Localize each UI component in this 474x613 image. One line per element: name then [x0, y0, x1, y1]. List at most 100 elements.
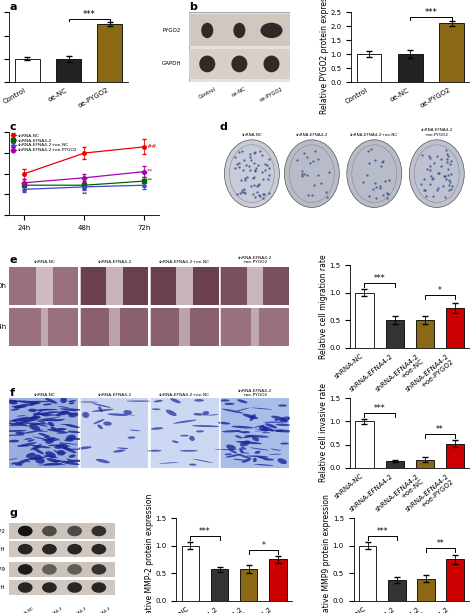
Ellipse shape [45, 464, 65, 465]
Ellipse shape [255, 451, 261, 454]
Text: c: c [9, 123, 16, 132]
Ellipse shape [54, 446, 62, 449]
Ellipse shape [166, 409, 177, 416]
Ellipse shape [237, 454, 252, 459]
Ellipse shape [207, 414, 219, 416]
Text: shRNA-EFNA4-2+oe-NC: shRNA-EFNA4-2+oe-NC [159, 394, 210, 397]
Text: GAPDH: GAPDH [162, 61, 181, 66]
Bar [150, 308, 219, 346]
Text: shRNA-EFNA4-2: shRNA-EFNA4-2 [35, 606, 64, 613]
Ellipse shape [44, 455, 58, 458]
Text: MMP9: MMP9 [0, 567, 5, 572]
Ellipse shape [44, 436, 50, 438]
Ellipse shape [91, 582, 106, 593]
Ellipse shape [189, 463, 197, 466]
Ellipse shape [28, 409, 36, 412]
Bar [56, 59, 81, 82]
Ellipse shape [64, 439, 73, 441]
Ellipse shape [67, 582, 82, 593]
Ellipse shape [18, 442, 36, 447]
Text: MMP2: MMP2 [0, 528, 5, 533]
Ellipse shape [66, 449, 80, 450]
Ellipse shape [218, 422, 230, 424]
Ellipse shape [56, 444, 70, 450]
Ellipse shape [69, 454, 76, 458]
Ellipse shape [41, 414, 49, 416]
Text: shRNA-EFNA4-2: shRNA-EFNA4-2 [98, 394, 132, 397]
Ellipse shape [15, 432, 25, 435]
Ellipse shape [30, 444, 42, 450]
Ellipse shape [48, 422, 54, 427]
Ellipse shape [281, 418, 288, 422]
Ellipse shape [91, 409, 114, 412]
Y-axis label: Relative PYGO2 protein expression: Relative PYGO2 protein expression [320, 0, 329, 113]
Bar [385, 320, 404, 348]
Ellipse shape [9, 421, 30, 425]
Ellipse shape [29, 401, 36, 406]
Bar [80, 267, 148, 305]
Ellipse shape [57, 452, 66, 454]
Bar [269, 560, 287, 601]
Text: **: ** [147, 178, 153, 183]
Ellipse shape [17, 415, 26, 416]
Y-axis label: Relative MMP9 protein expression: Relative MMP9 protein expression [322, 495, 331, 613]
Legend: shRNA-NC, shRNA-EFNA4-2, shRNA-EFNA4-2+oe-NC, shRNA-EFNA4-2+oe-PYGO2: shRNA-NC, shRNA-EFNA4-2, shRNA-EFNA4-2+o… [10, 133, 78, 153]
Ellipse shape [93, 419, 105, 424]
Ellipse shape [42, 526, 57, 536]
Ellipse shape [45, 451, 56, 458]
Ellipse shape [180, 435, 189, 436]
Ellipse shape [224, 140, 279, 207]
Y-axis label: Relative MMP-2 protein expression: Relative MMP-2 protein expression [145, 493, 154, 613]
Ellipse shape [193, 413, 203, 416]
Ellipse shape [91, 564, 106, 574]
Ellipse shape [3, 422, 26, 426]
Ellipse shape [233, 23, 246, 38]
Ellipse shape [98, 406, 103, 412]
Text: oe-NC: oe-NC [231, 86, 247, 98]
Ellipse shape [35, 410, 43, 414]
Ellipse shape [274, 418, 280, 421]
Ellipse shape [98, 425, 103, 429]
Ellipse shape [264, 56, 280, 72]
Ellipse shape [159, 462, 179, 464]
Ellipse shape [59, 444, 68, 448]
Ellipse shape [228, 449, 237, 454]
Ellipse shape [103, 422, 112, 425]
Text: b: b [189, 2, 197, 12]
Ellipse shape [53, 428, 65, 430]
Ellipse shape [38, 454, 55, 459]
Ellipse shape [226, 454, 242, 457]
Text: **: ** [436, 425, 444, 434]
Ellipse shape [26, 452, 35, 458]
Ellipse shape [192, 425, 219, 427]
Ellipse shape [236, 441, 262, 444]
Bar [9, 541, 115, 557]
Ellipse shape [33, 412, 55, 415]
Bar [398, 54, 423, 82]
Bar [446, 308, 464, 348]
Ellipse shape [51, 427, 57, 430]
Ellipse shape [347, 140, 402, 207]
Ellipse shape [255, 428, 274, 430]
Ellipse shape [9, 400, 18, 405]
Text: shRNA-NC: shRNA-NC [16, 606, 35, 613]
Text: GAPDH: GAPDH [0, 547, 5, 552]
Text: e: e [9, 255, 17, 265]
Ellipse shape [242, 431, 250, 433]
Ellipse shape [253, 458, 257, 462]
Ellipse shape [250, 447, 269, 451]
Ellipse shape [280, 443, 289, 444]
Ellipse shape [117, 447, 128, 449]
Ellipse shape [17, 459, 27, 465]
Ellipse shape [240, 440, 250, 446]
Ellipse shape [17, 445, 31, 447]
Bar [176, 267, 193, 305]
Text: shRNA-NC: shRNA-NC [34, 394, 55, 397]
Ellipse shape [33, 446, 41, 449]
Ellipse shape [25, 457, 45, 460]
Ellipse shape [11, 406, 26, 408]
Bar [240, 569, 257, 601]
Ellipse shape [271, 430, 291, 432]
Ellipse shape [8, 459, 18, 460]
Ellipse shape [233, 459, 246, 460]
